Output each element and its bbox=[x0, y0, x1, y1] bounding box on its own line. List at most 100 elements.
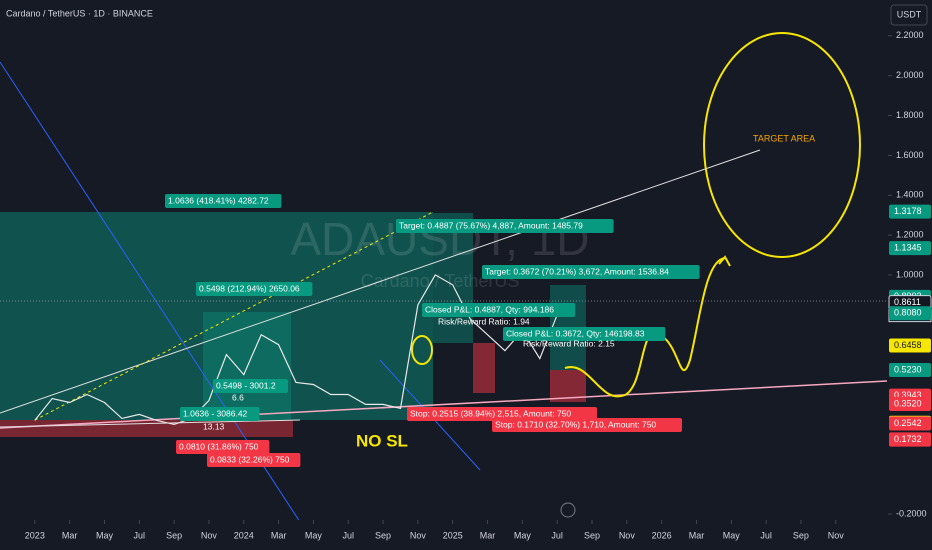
annotation: 13.13 bbox=[203, 421, 225, 431]
annotation: Target: 0.4887 (75.67%) 4,887, Amount: 1… bbox=[399, 220, 583, 230]
x-tick-label: Sep bbox=[793, 530, 809, 540]
trend-line bbox=[0, 149, 761, 414]
x-tick-label: Sep bbox=[166, 530, 182, 540]
price-tag bbox=[889, 241, 931, 256]
y-tick-label: 1.2000 bbox=[896, 229, 924, 239]
price-tag-label: 0.6458 bbox=[894, 340, 922, 350]
annotation: Risk/Reward Ratio: 1.94 bbox=[438, 316, 530, 326]
x-tick-label: 2026 bbox=[652, 530, 672, 540]
price-tag bbox=[889, 306, 931, 321]
x-tick-label: May bbox=[96, 530, 114, 540]
currency[interactable]: USDT bbox=[897, 9, 922, 19]
stop-zone bbox=[0, 420, 293, 437]
price-tag-label: 0.3943 bbox=[894, 390, 922, 400]
x-tick-label: 2023 bbox=[25, 530, 45, 540]
x-tick-label: Nov bbox=[828, 530, 845, 540]
annotation-box bbox=[165, 194, 282, 208]
annotation: 0.0833 (32.26%) 750 bbox=[210, 454, 290, 464]
annotation: NO SL bbox=[356, 431, 408, 450]
watermark-subtitle: Cardano / TetherUS bbox=[361, 271, 520, 291]
annotation-box bbox=[396, 219, 614, 233]
price-tag-label: 0.2542 bbox=[894, 418, 922, 428]
price-tag bbox=[889, 397, 931, 412]
x-tick-label: Mar bbox=[271, 530, 287, 540]
annotation: 1.0636 - 3086.42 bbox=[183, 408, 248, 418]
annotation-box bbox=[176, 440, 270, 454]
price-tag-label: 1.3178 bbox=[894, 206, 922, 216]
annotation-box bbox=[407, 407, 597, 421]
x-tick-label: Mar bbox=[62, 530, 78, 540]
annotation: Stop: 0.1710 (32.70%) 1,710, Amount: 750 bbox=[495, 419, 656, 429]
y-tick-label: 2.0000 bbox=[896, 70, 924, 80]
y-tick-label: -0.2000 bbox=[896, 508, 927, 518]
highlight-ellipse bbox=[411, 335, 433, 365]
annotation-box bbox=[180, 407, 260, 421]
x-tick-label: May bbox=[723, 530, 741, 540]
annotation: 1.0636 (418.41%) 4282.72 bbox=[168, 195, 269, 205]
price-axis bbox=[888, 0, 932, 550]
price-tag-label: 0.1732 bbox=[894, 434, 922, 444]
x-tick-label: Jul bbox=[342, 530, 354, 540]
x-tick-label: Nov bbox=[201, 530, 218, 540]
annotation: 6.6 bbox=[232, 392, 244, 402]
annotation-box bbox=[213, 379, 288, 393]
annotation-box bbox=[422, 303, 576, 317]
x-tick-label: Nov bbox=[410, 530, 427, 540]
currency-button[interactable] bbox=[890, 4, 928, 26]
trend-line bbox=[0, 380, 888, 429]
price-tag-label: 0.3520 bbox=[894, 398, 922, 408]
x-tick-label: Mar bbox=[480, 530, 496, 540]
y-tick-label: 1.0000 bbox=[896, 269, 924, 279]
x-tick-label: Mar bbox=[689, 530, 705, 540]
annotation: Closed P&L: 0.4887, Qty: 994.186 bbox=[425, 304, 554, 314]
annotation-box bbox=[482, 265, 700, 279]
replay-icon[interactable] bbox=[560, 502, 576, 518]
axes: 2.2000 2.0000 1.8000 1.6000 1.4000 1.2000 1.00… bbox=[25, 30, 932, 540]
annotation: Risk/Reward Ratio: 2.15 bbox=[523, 338, 615, 348]
price-tag bbox=[889, 432, 931, 447]
price-tag bbox=[889, 204, 931, 219]
symbol-title: Cardano / TetherUS · 1D · BINANCE bbox=[6, 8, 153, 18]
annotation-box bbox=[207, 453, 301, 467]
x-tick-label: Jul bbox=[760, 530, 772, 540]
x-tick-label: 2024 bbox=[234, 530, 254, 540]
y-tick-label: 1.8000 bbox=[896, 110, 924, 120]
y-tick-label: 1.6000 bbox=[896, 150, 924, 160]
x-tick-label: Jul bbox=[551, 530, 563, 540]
y-tick-label: 1.4000 bbox=[896, 190, 924, 200]
price-tag bbox=[889, 416, 931, 431]
annotation: 0.0810 (31.86%) 750 bbox=[179, 441, 259, 451]
price-tag-label: 0.8611 bbox=[894, 297, 921, 307]
annotation-box bbox=[503, 327, 666, 341]
x-tick-label: Sep bbox=[584, 530, 600, 540]
price-tag-label: 1.1345 bbox=[894, 243, 922, 253]
x-tick-label: Sep bbox=[375, 530, 391, 540]
stop-zone bbox=[473, 343, 495, 393]
price-tag-label: 0.5230 bbox=[894, 364, 922, 374]
y-tick-label: 2.2000 bbox=[896, 30, 924, 40]
annotation: 0.5498 (212.94%) 2650.06 bbox=[199, 283, 300, 293]
annotation: TARGET AREA bbox=[753, 133, 815, 143]
x-tick-label: Nov bbox=[619, 530, 636, 540]
annotation: Target: 0.3672 (70.21%) 3,672, Amount: 1… bbox=[485, 266, 669, 276]
target-ellipse bbox=[703, 32, 861, 258]
price-tag bbox=[889, 362, 931, 377]
arrow-head bbox=[718, 255, 731, 267]
x-tick-label: May bbox=[305, 530, 323, 540]
annotation: Closed P&L: 0.3672, Qty: 146198.83 bbox=[506, 328, 645, 338]
annotation-box bbox=[196, 282, 313, 296]
x-tick-label: 2025 bbox=[443, 530, 463, 540]
x-tick-label: May bbox=[514, 530, 532, 540]
annotation-box bbox=[492, 418, 682, 432]
price-tag-label: 0.8080 bbox=[894, 308, 922, 318]
time-axis bbox=[0, 520, 888, 550]
annotation: Stop: 0.2515 (38.94%) 2,515, Amount: 750 bbox=[410, 408, 571, 418]
trend-line bbox=[0, 419, 301, 428]
price-line bbox=[34, 274, 558, 426]
annotation: 0.5498 - 3001.2 bbox=[216, 380, 276, 390]
x-tick-label: Jul bbox=[134, 530, 146, 540]
trend-line bbox=[34, 211, 434, 421]
